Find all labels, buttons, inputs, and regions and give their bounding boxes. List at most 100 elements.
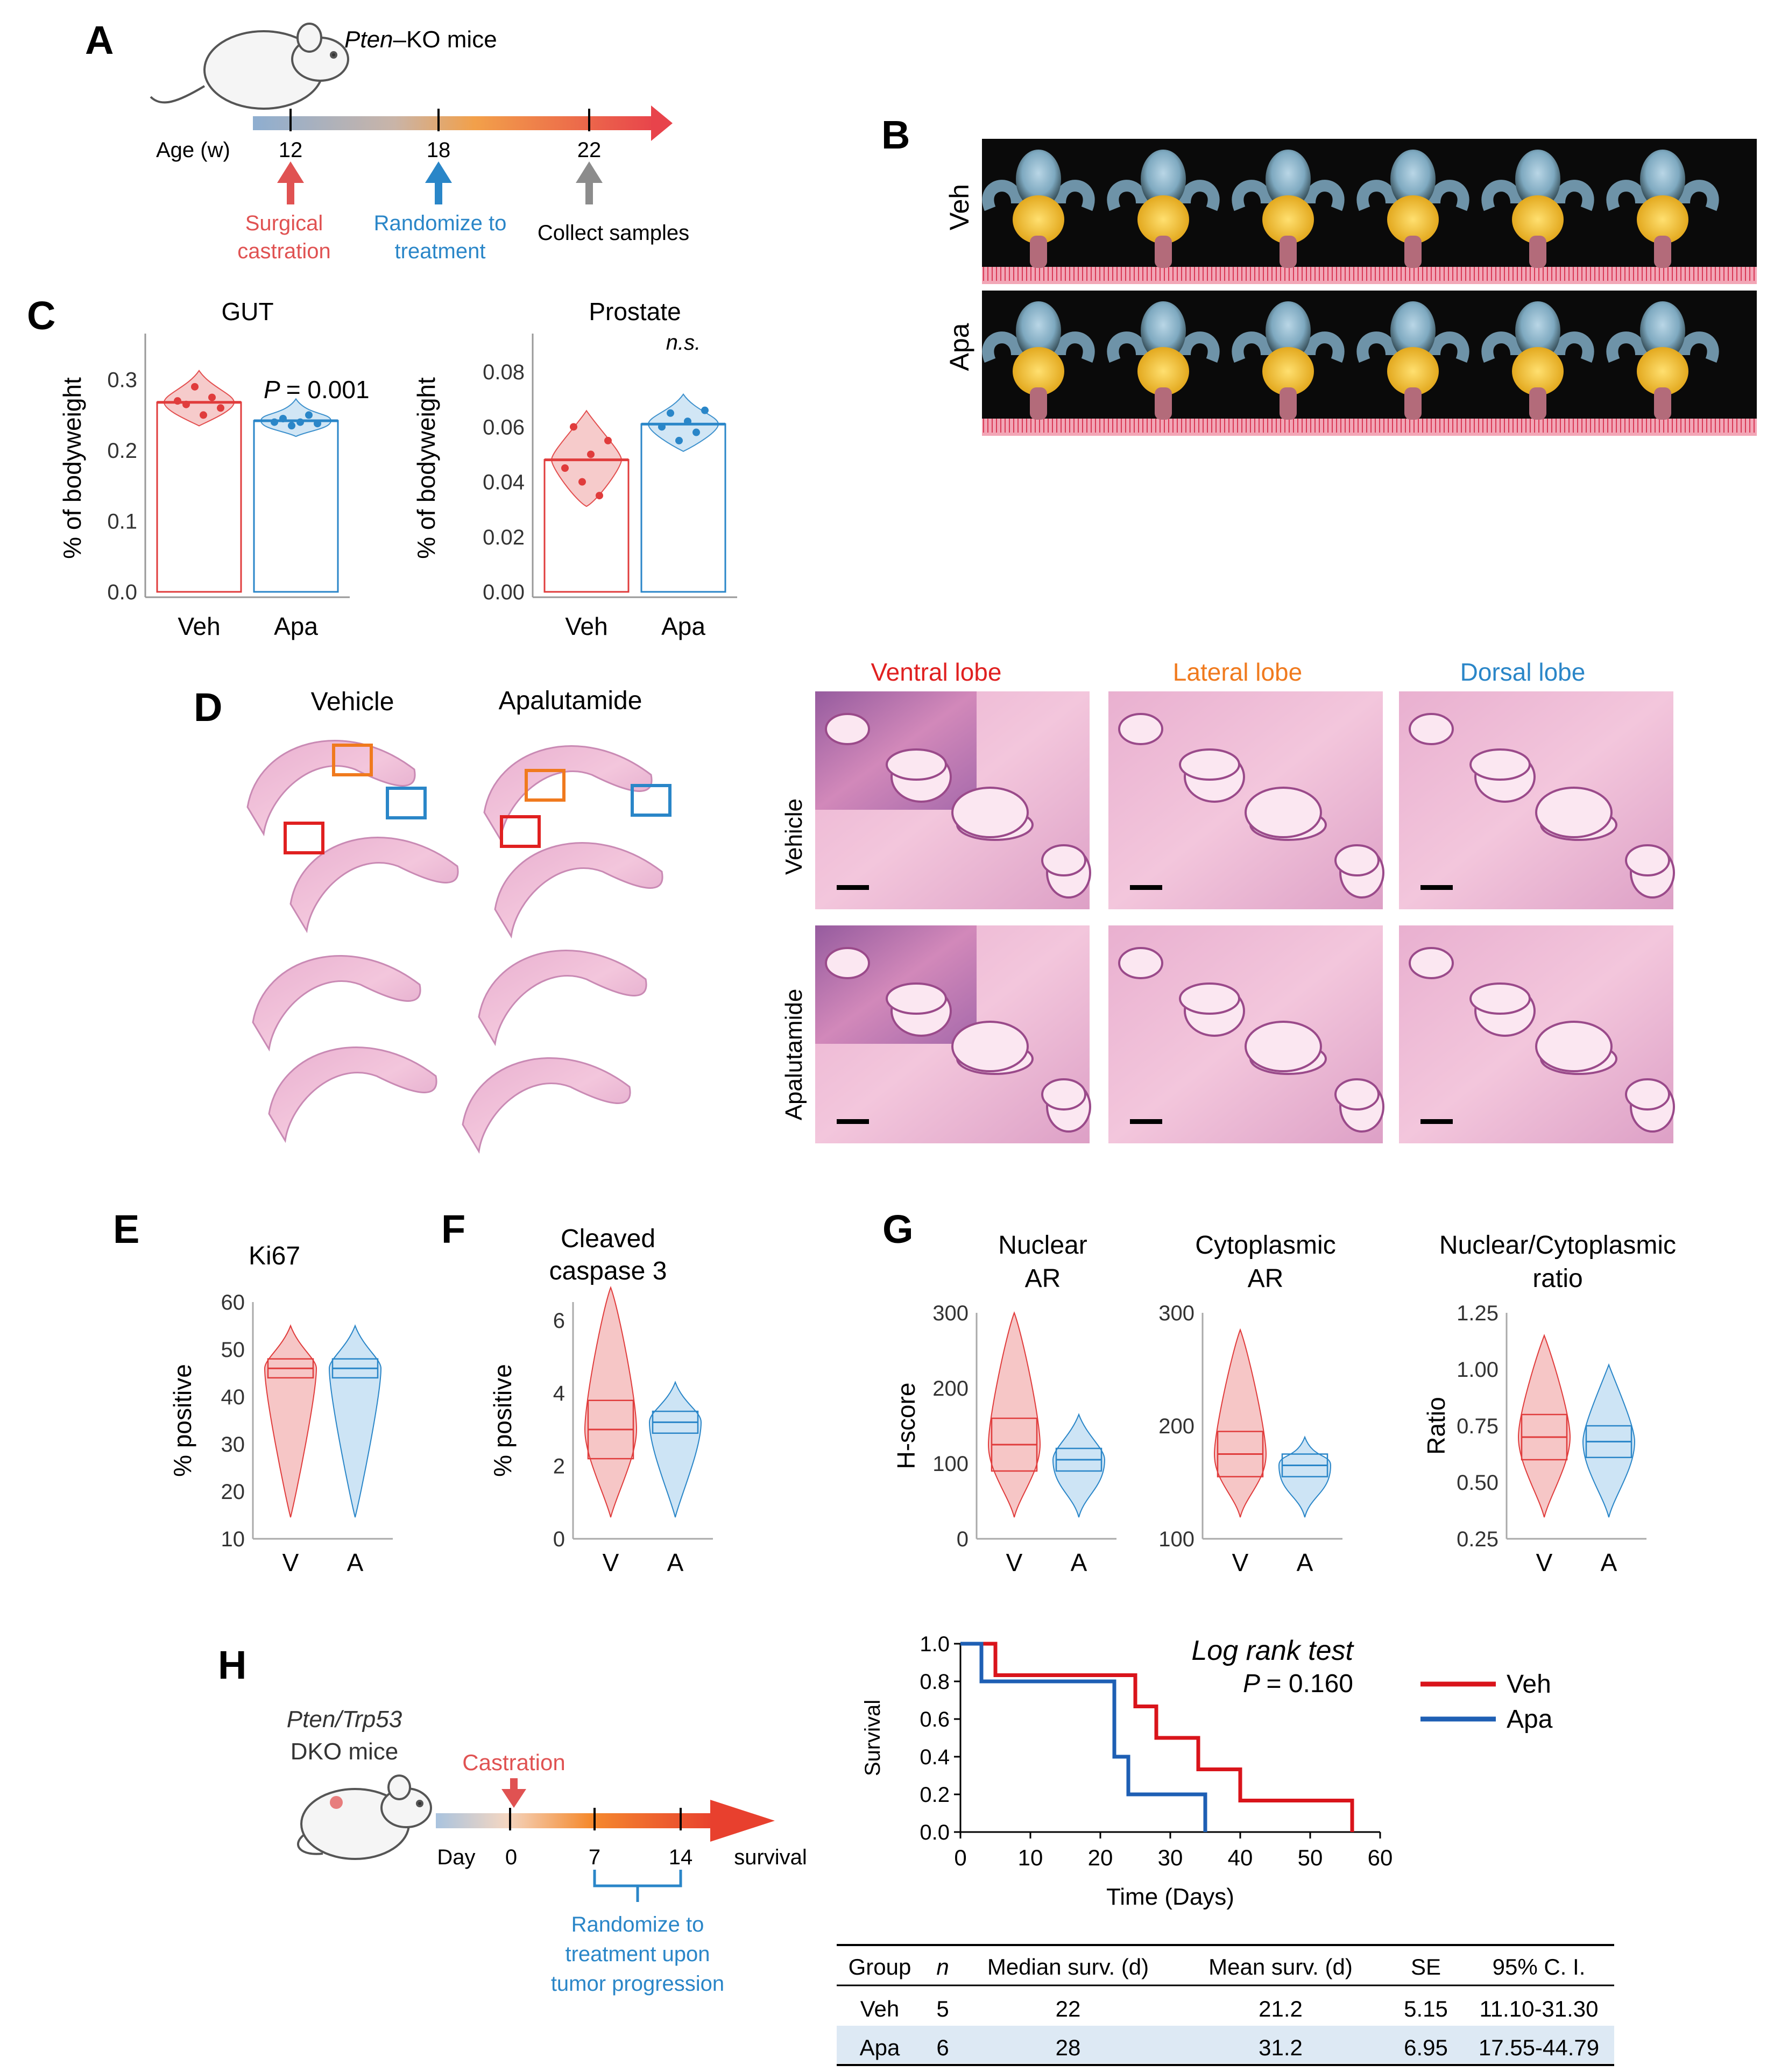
panel-h-randomize-1: Randomize to bbox=[571, 1913, 704, 1936]
y-axis-label: Ratio bbox=[1422, 1397, 1450, 1454]
panel-a-timeline-arrowhead bbox=[651, 105, 673, 141]
data-point bbox=[200, 411, 207, 419]
micrograph-tile bbox=[1108, 691, 1384, 909]
x-tick-label: V bbox=[1232, 1548, 1249, 1576]
panel-a-tick-12: 12 bbox=[279, 138, 303, 162]
y-tick-label: 0.08 bbox=[483, 360, 525, 384]
y-tick-label: 1.00 bbox=[1457, 1358, 1499, 1382]
violin bbox=[1052, 1413, 1106, 1518]
panel-b: Veh Apa bbox=[944, 139, 1757, 436]
panel-b-row-label-veh: Veh bbox=[944, 184, 974, 230]
y-tick-label: 10 bbox=[221, 1528, 245, 1551]
violin bbox=[987, 1311, 1041, 1518]
panel-h-mice-label-2: DKO mice bbox=[291, 1738, 398, 1765]
x-tick-label: A bbox=[347, 1548, 364, 1576]
micrograph-tile bbox=[1108, 925, 1384, 1143]
y-tick-label: 0.50 bbox=[1457, 1471, 1499, 1495]
y-tick-label: 0.3 bbox=[107, 369, 137, 392]
km-series-apa bbox=[960, 1642, 1207, 1832]
panel-c-prostate-stat: n.s. bbox=[666, 331, 701, 355]
x-tick-label: A bbox=[1071, 1548, 1087, 1576]
violin bbox=[1517, 1334, 1571, 1518]
data-point bbox=[217, 404, 224, 412]
panel-h-day-14: 14 bbox=[669, 1845, 693, 1869]
y-tick-label: 0.8 bbox=[920, 1670, 950, 1694]
panel-h-event-castration: Castration bbox=[462, 1750, 565, 1775]
panel-c-gut-plot: 0.0 0.1 0.2 0.3 GUT Veh Apa P = 0.001 bbox=[107, 298, 369, 640]
panel-b-row-label-apa: Apa bbox=[944, 323, 974, 371]
photo-background bbox=[982, 291, 1757, 436]
bar-veh bbox=[156, 401, 242, 593]
micrograph-tile bbox=[1399, 925, 1675, 1143]
violin-veh bbox=[163, 370, 235, 427]
panel-g1-title-2: AR bbox=[1025, 1264, 1061, 1293]
panel-letter-f: F bbox=[441, 1207, 465, 1251]
data-point bbox=[208, 393, 216, 401]
gland bbox=[1245, 787, 1322, 838]
table-cell: 28 bbox=[1056, 2035, 1081, 2060]
panel-d-lobe-lateral: Lateral lobe bbox=[1173, 658, 1302, 686]
scale-bar bbox=[1420, 1119, 1453, 1124]
table-cell: 17.55-44.79 bbox=[1479, 2035, 1599, 2060]
y-tick-label: 0.2 bbox=[107, 439, 137, 463]
panel-h-mice-label-1: Pten/Trp53 bbox=[287, 1706, 402, 1732]
data-point bbox=[191, 383, 199, 391]
table-header-cell: Group bbox=[849, 1954, 911, 1979]
region-box bbox=[284, 822, 324, 854]
violin bbox=[264, 1324, 317, 1518]
y-tick-label: 20 bbox=[221, 1480, 245, 1504]
panel-g3-title-1: Nuclear/Cytoplasmic bbox=[1439, 1231, 1676, 1260]
violin-apa bbox=[260, 398, 332, 437]
organ-photo bbox=[1606, 301, 1719, 420]
panel-f-title-1: Cleaved bbox=[561, 1225, 655, 1253]
data-point bbox=[701, 406, 709, 414]
gland bbox=[1041, 844, 1086, 876]
data-point bbox=[658, 423, 666, 431]
panel-h-timeline-bar bbox=[436, 1813, 716, 1828]
dense-region bbox=[815, 691, 977, 810]
gland bbox=[1625, 844, 1670, 876]
x-tick-label: A bbox=[1601, 1548, 1617, 1576]
scale-bar bbox=[837, 885, 869, 890]
gland bbox=[1535, 1021, 1613, 1072]
micrograph-tile bbox=[1399, 691, 1675, 909]
y-tick-label: 0.1 bbox=[107, 510, 137, 534]
violin bbox=[584, 1286, 638, 1518]
tissue-section-overview bbox=[494, 842, 663, 939]
data-point bbox=[561, 464, 569, 472]
panel-g1-title-1: Nuclear bbox=[998, 1231, 1087, 1260]
y-tick-label: 300 bbox=[932, 1302, 969, 1325]
y-tick-label: 2 bbox=[553, 1455, 565, 1479]
panel-letter-d: D bbox=[194, 685, 222, 730]
y-tick-label: 6 bbox=[553, 1309, 565, 1333]
table-cell: 6.95 bbox=[1404, 2035, 1448, 2060]
panel-h-day-7: 7 bbox=[589, 1845, 600, 1869]
data-point bbox=[596, 492, 603, 500]
plot-title: Prostate bbox=[589, 298, 681, 326]
tissue-section-overview bbox=[246, 740, 416, 837]
panel-h-end-label: survival bbox=[734, 1845, 807, 1869]
tissue-section-overview bbox=[268, 1046, 437, 1143]
data-point bbox=[305, 411, 313, 419]
x-tick-label: 20 bbox=[1088, 1845, 1113, 1870]
data-point bbox=[684, 418, 691, 426]
panel-letter-h: H bbox=[218, 1643, 246, 1687]
panel-a-event-randomize-2: treatment bbox=[395, 239, 486, 263]
y-tick-label: 50 bbox=[221, 1338, 245, 1362]
scale-bar bbox=[1130, 885, 1162, 890]
panel-h: Pten/Trp53 DKO mice Castration Day 0 7 1… bbox=[287, 1632, 1614, 2066]
data-point bbox=[174, 397, 181, 405]
gland bbox=[1118, 713, 1163, 745]
panel-a-tick-18: 18 bbox=[427, 138, 451, 162]
region-box bbox=[332, 744, 373, 776]
tissue-section-overview bbox=[462, 1057, 631, 1154]
ruler-strip bbox=[982, 267, 1757, 284]
organ-photo bbox=[1356, 301, 1469, 420]
x-tick-label: 50 bbox=[1298, 1845, 1323, 1870]
table-cell: 22 bbox=[1056, 1996, 1081, 2021]
y-tick-label: 0.25 bbox=[1457, 1528, 1499, 1551]
x-tick-label: Apa bbox=[661, 612, 705, 640]
x-tick-label: 30 bbox=[1158, 1845, 1183, 1870]
y-tick-label: 0.06 bbox=[483, 415, 525, 439]
panel-b-photo-strip-veh bbox=[982, 139, 1757, 284]
